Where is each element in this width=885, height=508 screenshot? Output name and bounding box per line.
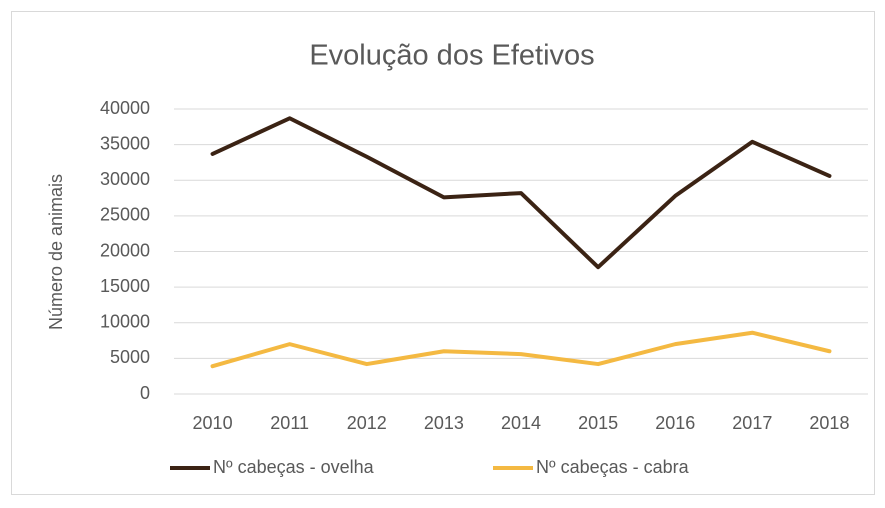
x-tick-label: 2010 [193,413,233,433]
y-axis-label: Número de animais [46,174,66,330]
line-series [210,116,832,270]
x-tick-label: 2018 [809,413,849,433]
legend-label: Nº cabeças - ovelha [213,457,375,477]
y-tick-label: 20000 [100,240,150,260]
x-tick-label: 2011 [270,413,309,433]
x-tick-label: 2013 [424,413,464,433]
x-tick-label: 2015 [578,413,618,433]
y-tick-label: 30000 [100,169,150,189]
y-tick-label: 25000 [100,205,150,225]
y-tick-label: 10000 [100,312,150,332]
chart-frame [11,11,875,495]
y-tick-label: 35000 [100,133,150,153]
x-tick-label: 2012 [347,413,387,433]
chart-title: Evolução dos Efetivos [309,40,594,72]
y-tick-label: 40000 [100,98,150,118]
y-tick-label: 0 [140,383,150,403]
x-tick-label: 2016 [655,413,695,433]
line-series [210,330,832,369]
legend-label: Nº cabeças - cabra [536,457,690,477]
x-tick-label: 2014 [501,413,541,433]
y-tick-label: 5000 [110,347,150,367]
y-tick-label: 15000 [100,276,150,296]
x-tick-label: 2017 [732,413,772,433]
